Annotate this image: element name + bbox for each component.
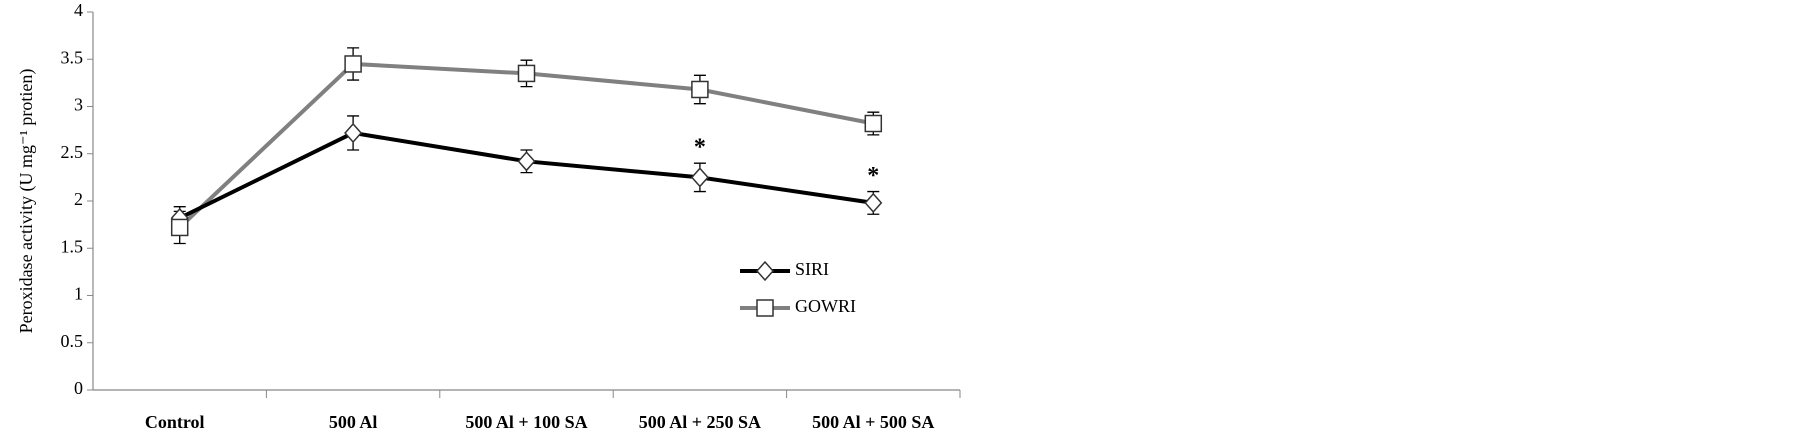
y-tick-label: 2.5 (61, 142, 84, 162)
x-tick-label: 500 Al + 500 SA (812, 412, 934, 432)
y-tick-label: 1.5 (61, 236, 84, 256)
series-line (178, 130, 874, 220)
x-tick-label: 500 Al + 250 SA (639, 412, 761, 432)
y-tick-label: 3.5 (61, 47, 84, 67)
legend-label: GOWRI (795, 296, 856, 316)
y-tick-label: 0.5 (61, 331, 84, 351)
y-tick-label: 1 (74, 284, 83, 304)
point (170, 218, 189, 237)
series-line (178, 61, 874, 229)
point (344, 122, 363, 144)
point (864, 114, 883, 133)
point (864, 192, 883, 214)
point (517, 151, 536, 172)
point (517, 64, 536, 83)
y-tick-label: 3 (74, 95, 83, 115)
legend-marker (756, 299, 774, 317)
x-tick-label: 500 Al + 100 SA (465, 412, 587, 432)
x-tick-label: Control (145, 412, 205, 432)
legend-marker (755, 260, 775, 282)
legend-label: SIRI (795, 259, 829, 279)
annotation: * (867, 163, 879, 189)
y-tick-label: 2 (74, 189, 83, 209)
point (344, 55, 362, 73)
y-tick-label: 4 (74, 0, 83, 20)
point (691, 80, 709, 99)
annotation: * (694, 135, 706, 161)
y-axis-label: Peroxidase activity (U mg⁻¹ protien) (16, 69, 37, 334)
y-tick-label: 0 (74, 378, 83, 398)
point (690, 167, 709, 188)
x-tick-label: 500 Al (329, 412, 378, 432)
